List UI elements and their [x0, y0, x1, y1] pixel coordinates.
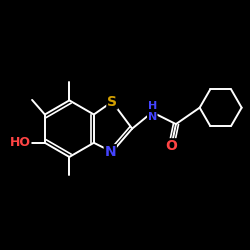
- Text: S: S: [107, 95, 117, 109]
- Text: O: O: [166, 139, 177, 153]
- Text: N: N: [104, 145, 116, 159]
- Text: HO: HO: [10, 136, 31, 149]
- Text: H
N: H N: [148, 100, 157, 122]
